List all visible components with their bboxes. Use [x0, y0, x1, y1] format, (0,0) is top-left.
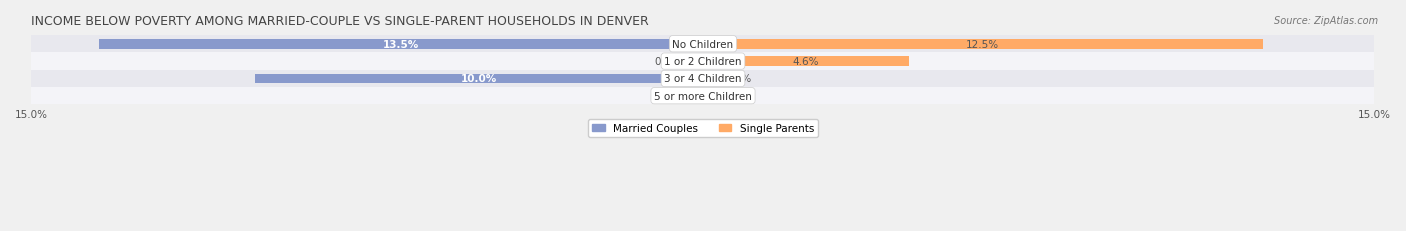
Text: INCOME BELOW POVERTY AMONG MARRIED-COUPLE VS SINGLE-PARENT HOUSEHOLDS IN DENVER: INCOME BELOW POVERTY AMONG MARRIED-COUPL…	[31, 15, 650, 28]
Text: 10.0%: 10.0%	[461, 74, 498, 84]
Bar	[31, 53, 1375, 70]
Text: 3 or 4 Children: 3 or 4 Children	[664, 74, 742, 84]
Text: 13.5%: 13.5%	[382, 40, 419, 50]
Bar	[703, 57, 908, 67]
Bar	[31, 70, 1375, 88]
Text: 4.6%: 4.6%	[793, 57, 820, 67]
Bar	[31, 88, 1375, 105]
Bar	[703, 40, 1263, 49]
Text: Source: ZipAtlas.com: Source: ZipAtlas.com	[1274, 16, 1378, 26]
Bar	[256, 74, 703, 84]
Legend: Married Couples, Single Parents: Married Couples, Single Parents	[588, 119, 818, 138]
Bar	[31, 36, 1375, 53]
Text: 0.0%: 0.0%	[725, 91, 752, 101]
Text: 0.0%: 0.0%	[654, 91, 681, 101]
Bar	[98, 40, 703, 49]
Text: No Children: No Children	[672, 40, 734, 50]
Text: 0.0%: 0.0%	[725, 74, 752, 84]
Text: 1 or 2 Children: 1 or 2 Children	[664, 57, 742, 67]
Text: 12.5%: 12.5%	[966, 40, 1000, 50]
Text: 5 or more Children: 5 or more Children	[654, 91, 752, 101]
Text: 0.0%: 0.0%	[654, 57, 681, 67]
